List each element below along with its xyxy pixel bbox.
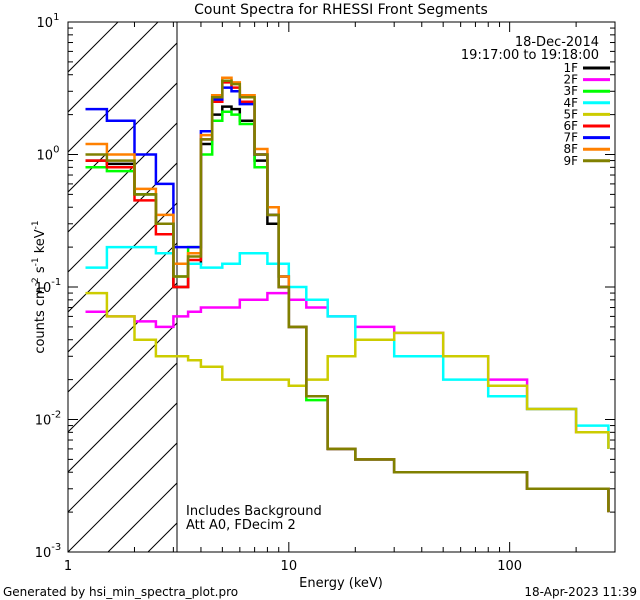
- hatch-line: [68, 42, 177, 153]
- hatch-line: [68, 442, 177, 552]
- legend-label: 9F: [563, 154, 578, 168]
- legend-label: 8F: [563, 142, 578, 156]
- legend-label: 4F: [563, 96, 578, 110]
- plot-frame: [67, 21, 616, 553]
- hatch-line: [68, 242, 177, 353]
- hatch-line: [68, 82, 177, 193]
- y-tick-label: 100: [37, 145, 60, 164]
- legend-label: 7F: [563, 131, 578, 145]
- series-line-4F: [85, 245, 610, 449]
- legend-label: 6F: [563, 119, 578, 133]
- x-axis-label: Energy (keV): [299, 576, 383, 591]
- x-tick-label: 100: [497, 559, 522, 574]
- footer-generated-by: Generated by hsi_min_spectra_plot.pro: [3, 585, 238, 599]
- hatch-line: [68, 362, 177, 473]
- legend-time-range: 19:17:00 to 19:18:00: [461, 48, 599, 63]
- x-tick-label: 10: [281, 559, 298, 574]
- series-line-6F: [85, 81, 610, 513]
- hatch-line: [68, 202, 177, 313]
- annotation-attenuator: Att A0, FDecim 2: [186, 518, 296, 533]
- legend-label: 3F: [563, 84, 578, 98]
- series-line-9F: [85, 79, 610, 513]
- legend-label: 2F: [563, 73, 578, 87]
- y-tick-label: 10-3: [35, 542, 62, 561]
- footer-timestamp: 18-Apr-2023 11:39: [524, 585, 637, 599]
- hatch-line: [68, 402, 177, 513]
- series-line-8F: [85, 76, 610, 513]
- series-line-1F: [85, 105, 610, 513]
- y-tick-label: 101: [37, 12, 60, 31]
- hatch-line: [68, 22, 159, 113]
- y-axis-label: counts cm-2 s-1 keV-1: [31, 220, 48, 353]
- series-line-5F: [85, 291, 610, 449]
- annotation-background: Includes Background: [186, 504, 322, 519]
- y-tick-label: 10-2: [35, 410, 62, 429]
- x-tick-label: 1: [64, 559, 72, 574]
- series-line-3F: [85, 110, 610, 513]
- legend-date: 18-Dec-2014: [515, 35, 599, 50]
- legend-label: 5F: [563, 107, 578, 121]
- legend-label: 1F: [563, 61, 578, 75]
- chart-title: Count Spectra for RHESSI Front Segments: [194, 2, 488, 18]
- hatch-region: [68, 22, 177, 552]
